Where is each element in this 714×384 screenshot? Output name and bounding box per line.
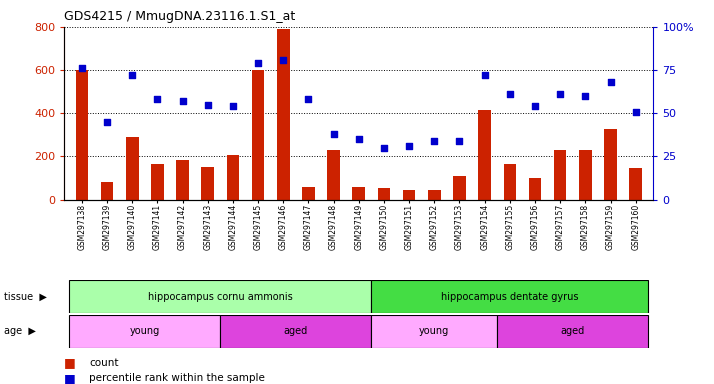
- Bar: [126, 137, 139, 200]
- Point: [101, 119, 113, 125]
- Bar: [630, 168, 642, 200]
- Point: [151, 96, 163, 103]
- Bar: [201, 167, 214, 200]
- Point: [353, 136, 365, 142]
- Point: [454, 138, 466, 144]
- Text: aged: aged: [283, 326, 308, 336]
- Point: [605, 79, 616, 85]
- Bar: [453, 176, 466, 200]
- Bar: [371, 280, 648, 313]
- Text: count: count: [89, 358, 119, 368]
- Point: [177, 98, 188, 104]
- Bar: [579, 150, 592, 200]
- Bar: [302, 187, 315, 200]
- Point: [555, 91, 566, 98]
- Text: age  ▶: age ▶: [4, 326, 36, 336]
- Point: [403, 143, 415, 149]
- Bar: [69, 280, 371, 313]
- Point: [202, 101, 213, 108]
- Bar: [497, 315, 648, 348]
- Bar: [604, 129, 617, 200]
- Bar: [221, 315, 371, 348]
- Point: [252, 60, 263, 66]
- Text: young: young: [130, 326, 160, 336]
- Text: GDS4215 / MmugDNA.23116.1.S1_at: GDS4215 / MmugDNA.23116.1.S1_at: [64, 10, 296, 23]
- Point: [126, 72, 138, 78]
- Point: [504, 91, 516, 98]
- Bar: [403, 190, 416, 200]
- Text: young: young: [419, 326, 449, 336]
- Bar: [277, 29, 290, 200]
- Bar: [478, 110, 491, 200]
- Point: [428, 138, 440, 144]
- Bar: [528, 178, 541, 200]
- Text: percentile rank within the sample: percentile rank within the sample: [89, 373, 265, 383]
- Bar: [327, 150, 340, 200]
- Bar: [69, 315, 221, 348]
- Point: [529, 103, 540, 109]
- Point: [303, 96, 314, 103]
- Point: [227, 103, 238, 109]
- Point: [278, 56, 289, 63]
- Bar: [428, 190, 441, 200]
- Bar: [76, 70, 88, 200]
- Point: [76, 65, 88, 71]
- Bar: [226, 156, 239, 200]
- Text: tissue  ▶: tissue ▶: [4, 291, 46, 302]
- Point: [479, 72, 491, 78]
- Bar: [554, 150, 566, 200]
- Text: aged: aged: [560, 326, 585, 336]
- Bar: [353, 187, 365, 200]
- Text: ■: ■: [64, 356, 76, 369]
- Point: [328, 131, 339, 137]
- Bar: [101, 182, 114, 200]
- Text: ■: ■: [64, 372, 76, 384]
- Point: [630, 109, 641, 115]
- Bar: [371, 315, 497, 348]
- Bar: [151, 164, 164, 200]
- Text: hippocampus dentate gyrus: hippocampus dentate gyrus: [441, 291, 578, 302]
- Text: hippocampus cornu ammonis: hippocampus cornu ammonis: [148, 291, 293, 302]
- Bar: [378, 188, 391, 200]
- Bar: [252, 70, 264, 200]
- Bar: [503, 164, 516, 200]
- Point: [378, 145, 390, 151]
- Point: [580, 93, 591, 99]
- Bar: [176, 160, 189, 200]
